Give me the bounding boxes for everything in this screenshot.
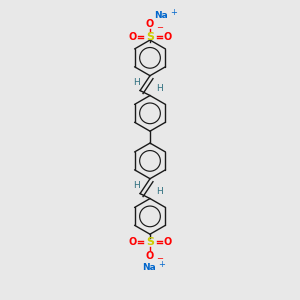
Text: H: H [133,181,140,190]
Text: O: O [128,237,136,247]
Text: H: H [157,187,163,196]
Text: S: S [146,32,154,42]
Text: Na: Na [154,11,168,20]
Text: +: + [158,260,165,269]
Text: O: O [164,237,172,247]
Text: −: − [156,254,163,263]
Text: O: O [164,32,172,42]
Text: O: O [146,19,154,29]
Text: O: O [146,251,154,261]
Text: H: H [157,84,163,93]
Text: O: O [128,32,136,42]
Text: Na: Na [142,263,156,272]
Text: −: − [156,22,163,32]
Text: S: S [146,237,154,247]
Text: +: + [170,8,177,17]
Text: H: H [133,78,140,87]
